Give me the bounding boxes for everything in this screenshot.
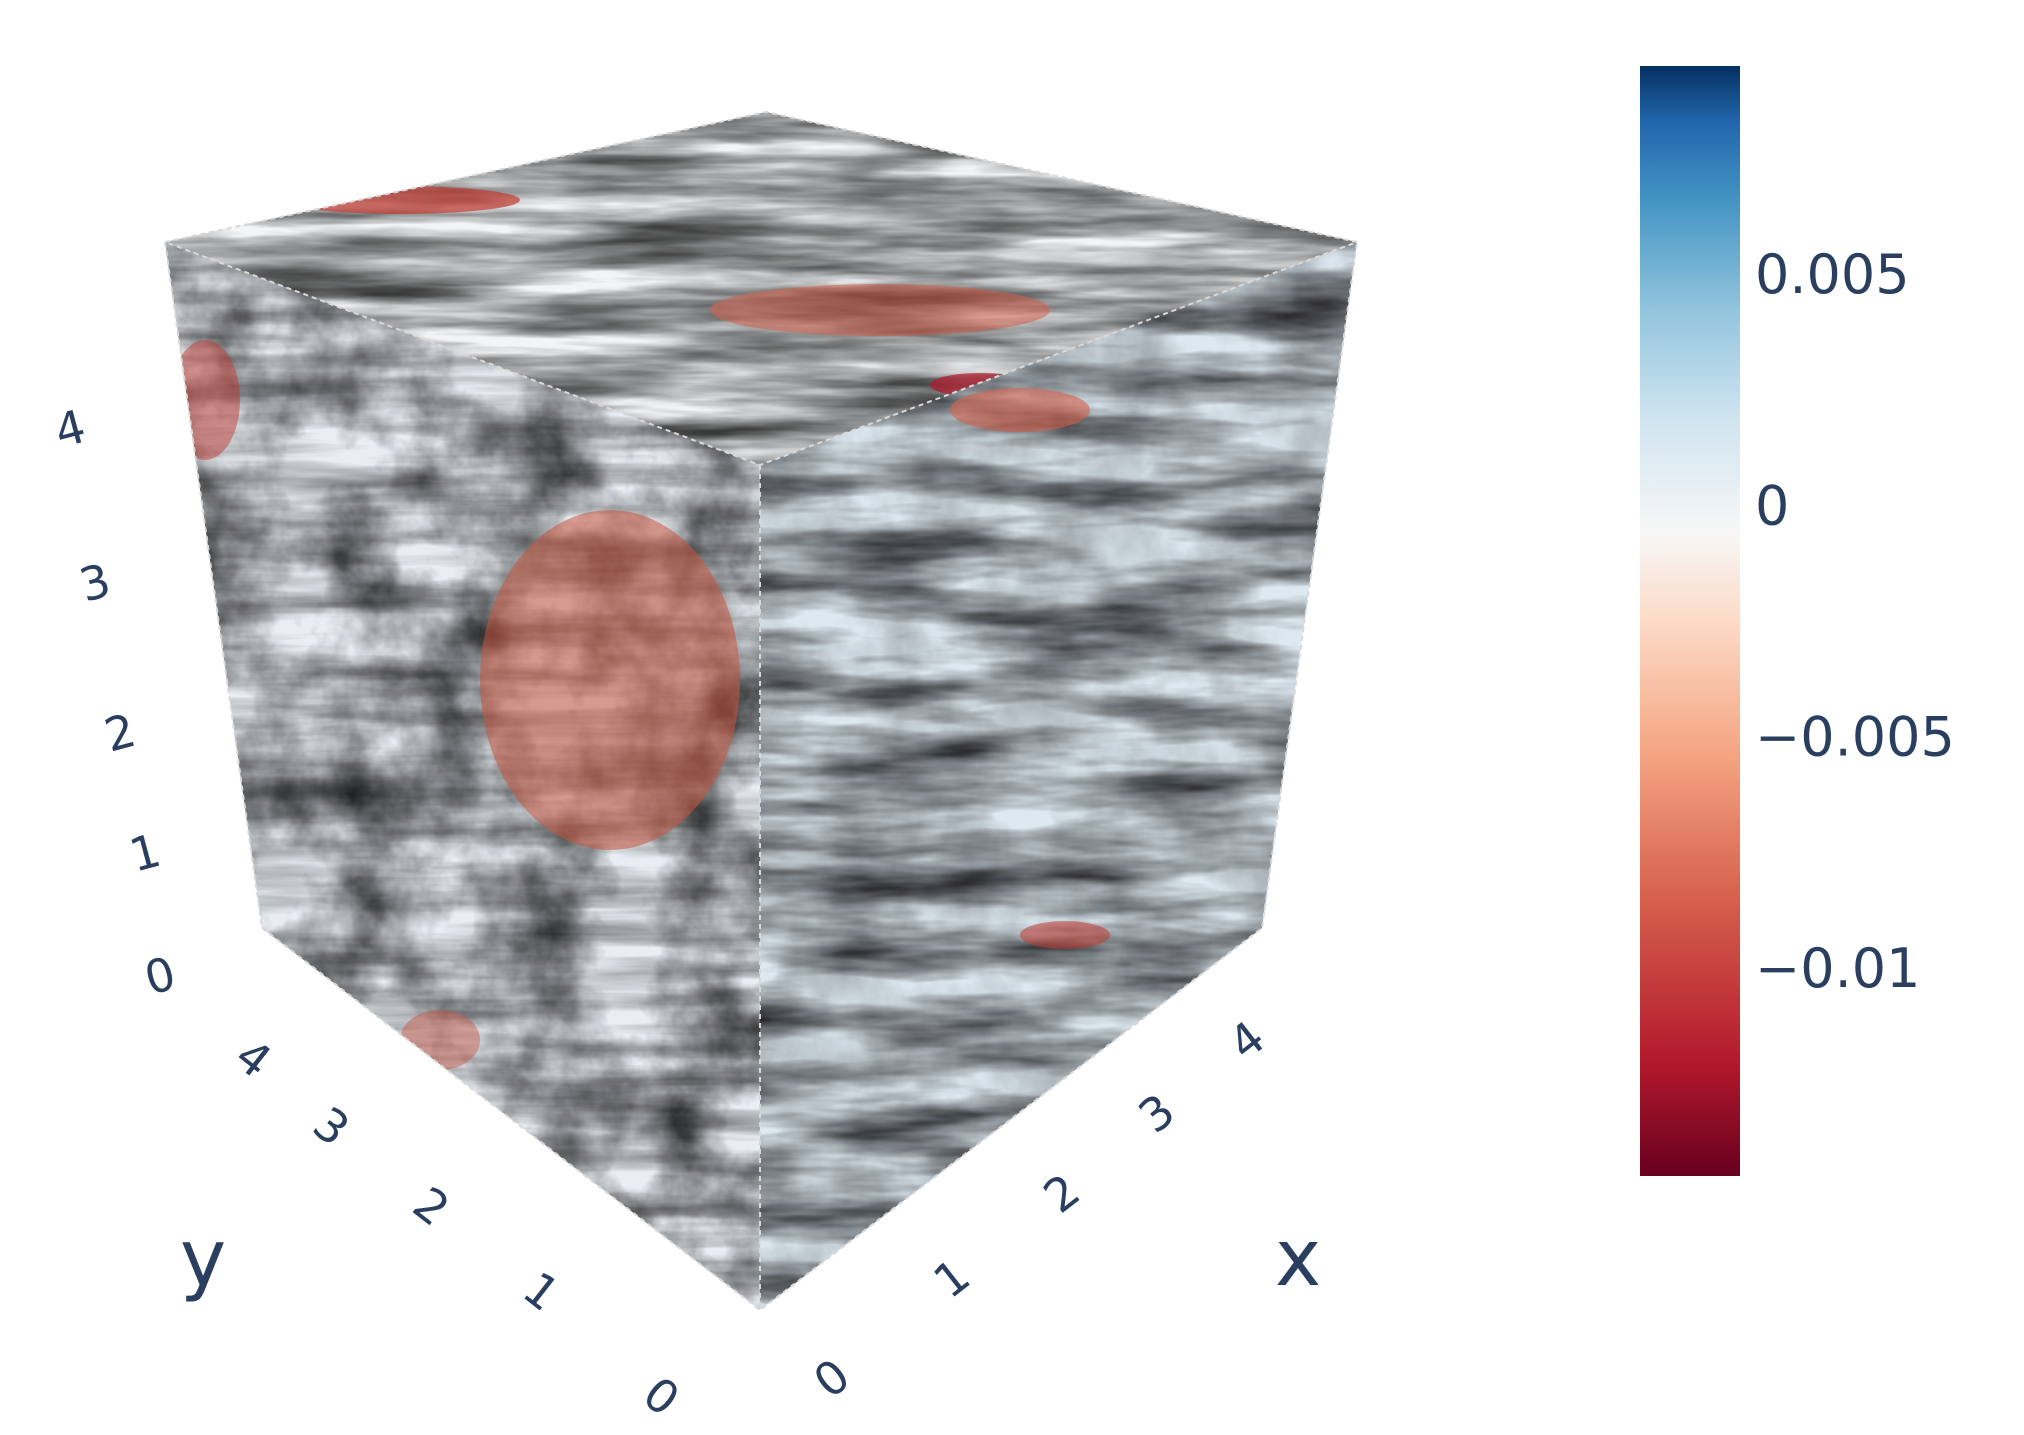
x-tick-2: 2 xyxy=(1034,1163,1090,1224)
y-tick-4: 4 xyxy=(225,1028,281,1089)
z-tick-4: 4 xyxy=(49,399,91,459)
x-axis-title: x xyxy=(1275,1214,1321,1304)
y-tick-0: 0 xyxy=(633,1366,689,1427)
z-tick-0: 0 xyxy=(139,946,181,1006)
z-tick-3: 3 xyxy=(74,553,116,613)
y-tick-2: 2 xyxy=(403,1176,459,1237)
y-axis-title: y xyxy=(180,1214,226,1304)
x-tick-3: 3 xyxy=(1129,1083,1185,1144)
colorbar: 0.005 0 −0.005 −0.01 xyxy=(1640,66,1955,1176)
z-tick-1: 1 xyxy=(124,823,166,883)
y-tick-3: 3 xyxy=(303,1096,359,1157)
colorbar-tick-label: −0.01 xyxy=(1755,937,1920,1000)
x-tick-0: 0 xyxy=(804,1348,860,1409)
x-tick-4: 4 xyxy=(1219,1010,1275,1071)
colorbar-ticks: 0.005 0 −0.005 −0.01 xyxy=(1755,243,1955,1000)
z-tick-2: 2 xyxy=(99,703,141,763)
x-tick-1: 1 xyxy=(924,1248,980,1309)
cube-edges xyxy=(161,110,1361,1312)
colorbar-gradient xyxy=(1640,66,1740,1176)
colorbar-tick-label: −0.005 xyxy=(1755,706,1955,769)
colorbar-tick-label: 0.005 xyxy=(1755,243,1910,306)
y-tick-1: 1 xyxy=(513,1261,569,1322)
z-axis-ticks: 4 3 2 1 0 xyxy=(49,399,181,1006)
colorbar-tick-label: 0 xyxy=(1755,474,1789,537)
